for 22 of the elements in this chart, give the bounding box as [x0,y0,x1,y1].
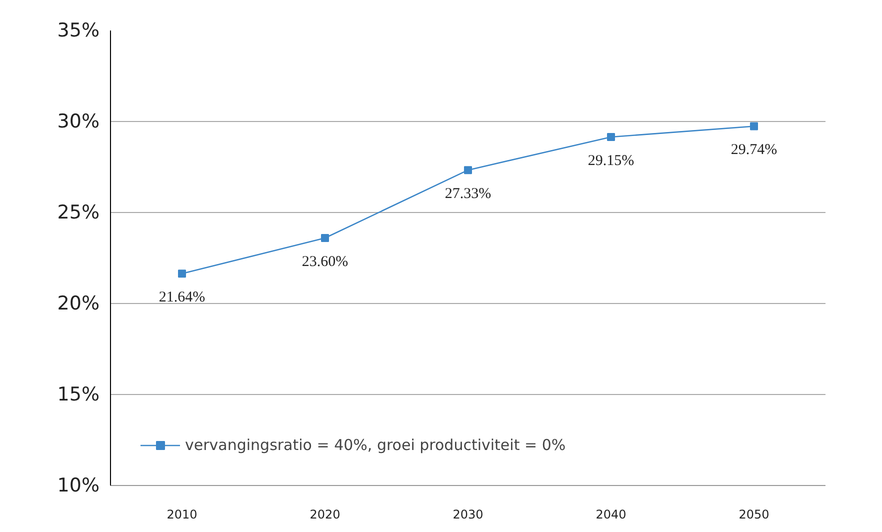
y-tick-label: 30% [57,110,100,132]
y-tick-label: 20% [57,292,100,314]
y-tick-label: 15% [57,384,100,406]
y-tick-label: 35% [57,20,100,42]
point [178,270,186,278]
x-tick-label: 2010 [166,508,198,522]
point [321,234,329,242]
x-tick-label: 2050 [738,508,770,522]
legend-label: vervangingsratio = 40%, groei productiviteit = 0% [185,436,566,454]
point [607,132,615,141]
data-label: 21.64% [158,290,206,306]
x-tick-label: 2040 [596,508,626,522]
point [750,122,758,130]
data-label: 27.33% [444,186,492,202]
x-tick-label: 2030 [452,508,484,522]
y-tick-label: 10% [57,474,100,496]
point [464,166,472,174]
data-label: 29.15% [588,152,634,169]
y-tick-label: 25% [57,202,100,224]
x-tick-label: 2020 [310,508,340,522]
data-label: 29.74% [730,142,778,158]
data-label: 23.60% [302,254,348,270]
